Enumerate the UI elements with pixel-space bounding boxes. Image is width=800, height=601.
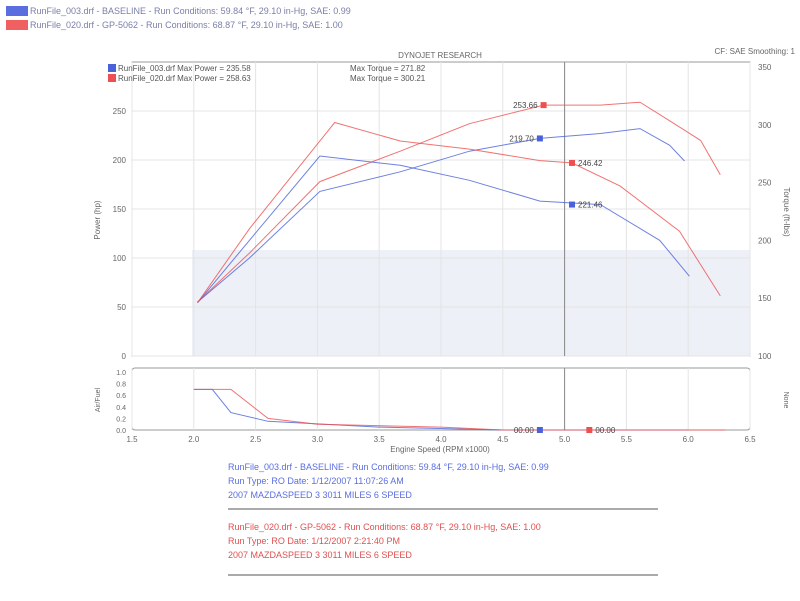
y-axis-label-torque: Torque (ft-lbs): [782, 187, 791, 237]
footer-blue: RunFile_003.drf - BASELINE - Run Conditi…: [228, 460, 549, 502]
footer-red-line: Run Type: RO Date: 1/12/2007 2:21:40 PM: [228, 536, 400, 546]
afr-tick-label: 0.8: [116, 382, 126, 389]
torque-tick-label: 300: [758, 121, 772, 130]
cursor-marker: [569, 159, 576, 166]
power-tick-label: 200: [113, 156, 127, 165]
footer-red-line: RunFile_020.drf - GP-5062 - Run Conditio…: [228, 522, 541, 532]
series-torque-line: [197, 155, 690, 304]
legend-swatch: [108, 74, 116, 82]
cursor-value-label: 253.66: [513, 101, 538, 110]
cursor-marker: [536, 427, 543, 433]
footer-red-line: 2007 MAZDASPEED 3 3011 MILES 6 SPEED: [228, 550, 412, 560]
series-torque-line: [197, 121, 721, 304]
footer-red: RunFile_020.drf - GP-5062 - Run Conditio…: [228, 520, 541, 562]
power-tick-label: 50: [117, 303, 126, 312]
cursor-value-label: 219.70: [509, 134, 534, 143]
torque-tick-label: 100: [758, 352, 772, 361]
y-axis-label-afr-right: None: [782, 392, 789, 409]
footer-blue-line: Run Type: RO Date: 1/12/2007 11:07:26 AM: [228, 476, 404, 486]
x-tick-label: 5.5: [621, 435, 633, 444]
baseline-swatch: [6, 6, 28, 16]
divider: [228, 574, 658, 576]
x-axis-label: Engine Speed (RPM x1000): [390, 445, 490, 454]
legend-entry: RunFile_020.drf Max Power = 258.63: [118, 74, 251, 83]
torque-tick-label: 350: [758, 63, 772, 72]
legend-torque: Max Torque = 271.82: [350, 64, 426, 73]
x-tick-label: 6.5: [744, 435, 756, 444]
cursor-value-label: 00.00: [595, 426, 616, 435]
afr-tick-label: 0.0: [116, 428, 126, 435]
cursor-value-label: 00.00: [514, 426, 535, 435]
power-tick-label: 150: [113, 205, 127, 214]
torque-tick-label: 150: [758, 294, 772, 303]
cursor-marker: [540, 102, 547, 109]
cursor-marker: [536, 135, 543, 142]
x-tick-label: 4.0: [435, 435, 447, 444]
power-tick-label: 0: [122, 352, 127, 361]
torque-tick-label: 250: [758, 179, 772, 188]
x-tick-label: 3.0: [312, 435, 324, 444]
cursor-marker: [569, 201, 576, 208]
footer-blue-line: RunFile_003.drf - BASELINE - Run Conditi…: [228, 462, 549, 472]
afr-tick-label: 0.6: [116, 393, 126, 400]
x-tick-label: 5.0: [559, 435, 571, 444]
cursor-value-label: 221.46: [578, 201, 603, 210]
chart-settings: CF: SAE Smoothing: 1: [715, 47, 796, 56]
plot-shading: [192, 250, 750, 356]
y-axis-label-power: Power (hp): [93, 200, 102, 239]
power-tick-label: 250: [113, 107, 127, 116]
afr-tick-label: 1.0: [116, 370, 126, 377]
header-run-1: RunFile_003.drf - BASELINE - Run Conditi…: [30, 6, 351, 16]
legend-swatch: [108, 64, 116, 72]
header-run-2: RunFile_020.drf - GP-5062 - Run Conditio…: [30, 20, 343, 30]
legend-torque: Max Torque = 300.21: [350, 74, 426, 83]
x-tick-label: 2.0: [188, 435, 200, 444]
footer-blue-line: 2007 MAZDASPEED 3 3011 MILES 6 SPEED: [228, 490, 412, 500]
cursor-marker: [586, 427, 593, 433]
x-tick-label: 6.0: [683, 435, 695, 444]
power-tick-label: 100: [113, 254, 127, 263]
chart-title: DYNOJET RESEARCH: [398, 51, 482, 60]
divider: [228, 508, 658, 510]
x-tick-label: 3.5: [374, 435, 386, 444]
gp-swatch: [6, 20, 28, 30]
x-tick-label: 1.5: [126, 435, 138, 444]
legend-entry: RunFile_003.drf Max Power = 235.58: [118, 64, 251, 73]
y-axis-label-afr: Air/Fuel: [95, 388, 102, 413]
torque-tick-label: 200: [758, 236, 772, 245]
x-tick-label: 2.5: [250, 435, 262, 444]
series-afr-line: [193, 388, 726, 431]
series-power-line: [197, 128, 685, 303]
x-tick-label: 4.5: [497, 435, 509, 444]
cursor-value-label: 246.42: [578, 159, 603, 168]
afr-tick-label: 0.2: [116, 416, 126, 423]
afr-tick-label: 0.4: [116, 405, 126, 412]
